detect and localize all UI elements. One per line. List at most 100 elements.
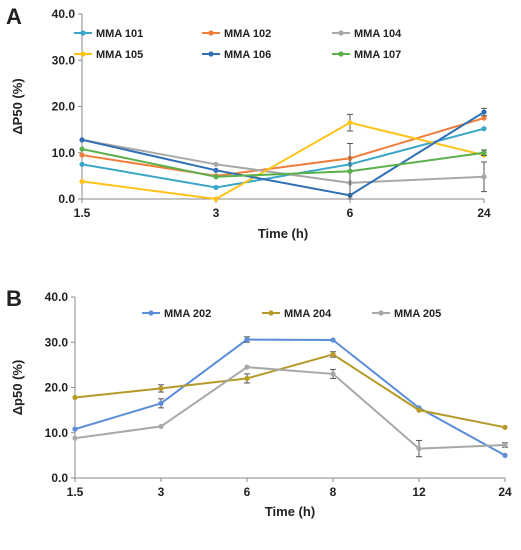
x-axis-title: Time (h) [265,504,315,519]
legend-entry: MMA 101 [74,28,143,40]
series-line [81,127,485,189]
legend-entry: MMA 104 [332,28,402,40]
data-point [79,152,85,158]
data-point [158,423,164,430]
legend-swatch-marker [338,30,344,36]
y-tick-label: 10.0 [45,426,69,440]
y-tick-label: 30.0 [45,335,69,349]
data-point [330,337,336,343]
data-point [72,435,78,441]
x-tick-label: 6 [347,206,354,220]
x-axis-title: Time (h) [258,226,308,241]
legend-label: MMA 106 [224,49,271,61]
series-mma-101 [79,126,487,191]
data-point [213,161,219,167]
series-mma-204 [72,351,508,430]
legend-entry: MMA 105 [74,49,143,61]
data-point [213,184,219,191]
data-point [244,364,250,370]
data-point [481,126,487,132]
data-point [158,400,164,406]
x-tick-label: 3 [213,206,220,220]
legend-entry: MMA 205 [372,308,441,320]
chart-panel-b: 0.0 10.0 20.0 30.0 40.0 1.5 3 6 8 12 24 Time (h) Δp5… [10,290,512,519]
x-tick-label: 1.5 [67,485,84,499]
x-tick-label: 12 [412,485,426,499]
series-mma-106 [79,107,487,198]
y-tick-label: 10.0 [52,146,76,160]
x-tick-label: 6 [244,485,251,499]
legend-label: MMA 105 [96,49,143,61]
series-mma-107 [79,143,487,200]
y-tick-label: 40.0 [45,290,69,304]
legend-swatch-marker [268,310,274,316]
data-point [158,385,164,392]
legend-label: MMA 205 [394,308,441,320]
legend-swatch-marker [208,51,214,57]
series-line [81,117,485,177]
data-point [347,168,353,174]
data-point [244,375,250,382]
data-point [502,442,508,448]
legend-label: MMA 202 [164,308,211,320]
chart-panel-a: 0.0 10.0 20.0 30.0 40.0 1.5 3 6 24 Time (h) ΔP50 (… [10,7,491,241]
legend-swatch-marker [80,30,86,36]
x-tick-label: 24 [477,206,491,220]
x-tick-label: 3 [158,485,165,499]
y-axis-title: ΔP50 (%) [10,78,25,134]
panel-letter-a: A [6,4,22,29]
y-tick-label: 0.0 [58,192,75,206]
legend-swatch-marker [338,51,344,57]
data-point [213,167,219,173]
series-line [81,121,485,201]
legend-label: MMA 204 [284,308,332,320]
y-tick-label: 20.0 [45,381,69,395]
data-point [72,426,78,432]
data-point [330,351,336,358]
data-point [416,445,422,452]
data-point [330,371,336,377]
data-point [502,452,508,458]
data-point [347,120,353,126]
data-point [79,146,85,152]
series-line [81,148,485,178]
data-point [481,174,487,180]
x-tick-label: 8 [330,485,337,499]
legend-entry: MMA 107 [332,49,401,61]
data-point [213,196,219,202]
legend-label: MMA 104 [354,28,402,40]
series-line [74,353,506,429]
y-tick-label: 20.0 [52,100,76,114]
data-point [79,178,85,185]
y-axis-title: Δp50 (%) [10,360,25,416]
legend-swatch-marker [148,310,154,316]
data-point [481,109,487,115]
series-line [74,366,506,450]
series-mma-102 [79,115,487,179]
series-line [81,111,485,197]
data-point [72,394,78,401]
y-tick-label: 40.0 [52,7,76,21]
legend-swatch-marker [208,30,214,36]
data-point [481,115,487,121]
data-point [213,174,219,180]
data-point [481,150,487,156]
x-tick-label: 24 [498,485,512,499]
data-point [416,407,422,413]
legend-label: MMA 102 [224,28,271,40]
legend-entry: MMA 106 [202,49,271,61]
legend-entry: MMA 202 [142,308,211,320]
legend-swatch-marker [378,310,384,316]
data-point [502,424,508,430]
data-point [79,161,85,167]
y-tick-label: 30.0 [52,53,76,67]
legend-entry: MMA 102 [202,28,271,40]
series-mma-105 [79,113,487,202]
series-mma-202 [72,336,508,458]
legend-label: MMA 107 [354,49,401,61]
legend-swatch-marker [80,51,86,57]
data-point [79,137,85,143]
data-point [244,336,250,343]
y-tick-label: 0.0 [51,471,68,485]
